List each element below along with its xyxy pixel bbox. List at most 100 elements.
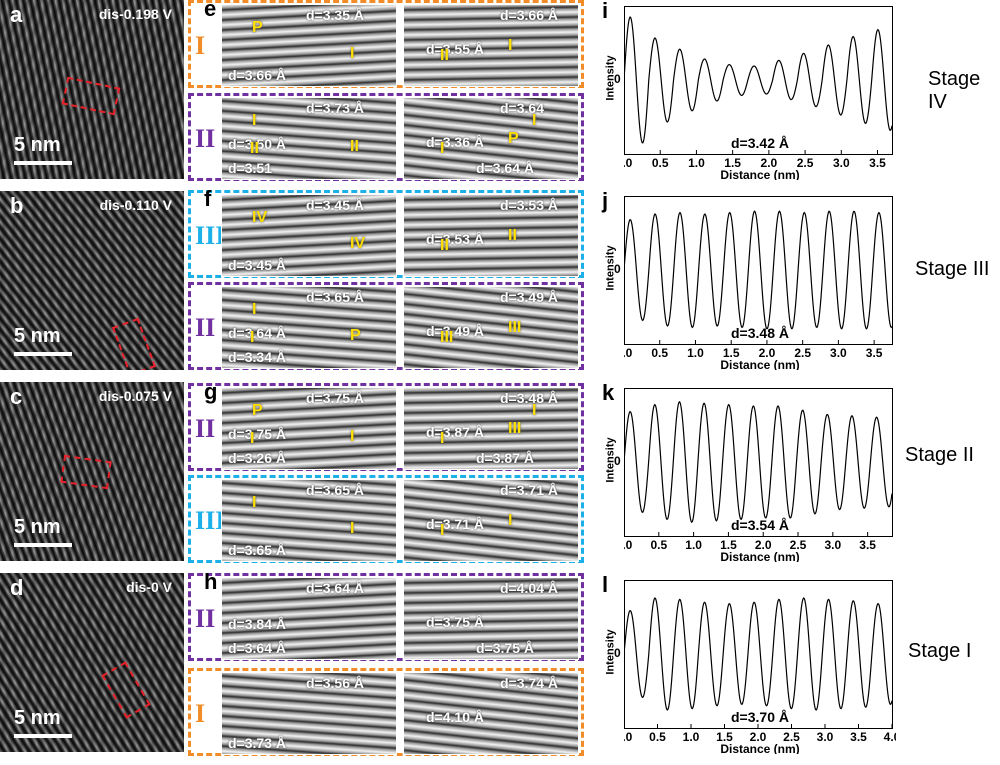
d-spacing-label: d=3.64 Å xyxy=(476,160,534,176)
x-tick-label: 1.0 xyxy=(683,730,700,744)
scale-bar xyxy=(14,352,72,356)
phase-label: III xyxy=(508,420,522,437)
d-spacing-label: d=3.71 Å xyxy=(500,482,558,498)
phase-label: I xyxy=(440,430,445,447)
d-spacing-label: d=3.73 Å xyxy=(306,100,364,116)
stage-name: Stage II xyxy=(905,444,974,466)
scale-bar-label: 5 nm xyxy=(14,516,61,538)
d-spacing-label: d=3.75 Å xyxy=(426,614,484,630)
x-tick-label: 3.0 xyxy=(833,156,850,170)
phase-label: I xyxy=(508,37,513,54)
x-tick-label: 1.0 xyxy=(687,346,704,360)
x-tick-label: 3.0 xyxy=(817,730,834,744)
scale-bar-label: 5 nm xyxy=(14,325,61,347)
d-spacing-label: d=3.84 Å xyxy=(228,616,286,632)
d-spacing-label: d=4.10 Å xyxy=(426,709,484,725)
d-spacing-label: d=3.65 Å xyxy=(306,289,364,305)
d-spacing-label: d=3.75 Å xyxy=(306,390,364,406)
phase-label: I xyxy=(532,112,537,129)
d-spacing-label: d=3.50 Å xyxy=(228,136,286,152)
plot-frame xyxy=(624,580,893,729)
d-spacing-label: d=3.49 Å xyxy=(426,323,484,339)
d-spacing-label: d=3.48 Å xyxy=(731,325,789,341)
x-tick-label: 3.0 xyxy=(824,538,841,552)
d-spacing-label: d=3.26 Å xyxy=(228,450,286,466)
x-tick-label: 1.0 xyxy=(685,538,702,552)
phase-label: IV xyxy=(350,235,366,252)
roi-box xyxy=(111,317,157,370)
x-tick-label: 0.5 xyxy=(650,538,667,552)
x-tick-label: 2.5 xyxy=(797,156,814,170)
d-spacing-label: d=3.65 Å xyxy=(228,542,286,558)
y-tick-label: 0 xyxy=(614,72,621,86)
x-tick-label: 3.5 xyxy=(869,156,886,170)
phase-label: II xyxy=(250,140,259,157)
d-spacing-label: d=3.75 Å xyxy=(228,426,286,442)
d-spacing-label: d=4.04 Å xyxy=(500,580,558,596)
panel-label: f xyxy=(204,186,212,211)
d-spacing-label: d=3.87 Å xyxy=(426,424,484,440)
x-tick-label: 3.5 xyxy=(859,538,876,552)
d-spacing-label: d=3.64 Å xyxy=(228,640,286,656)
phase-label: I xyxy=(252,112,257,129)
d-spacing-label: d=3.49 Å xyxy=(500,289,558,305)
y-tick-label: 0 xyxy=(614,646,621,660)
d-spacing-label: d=3.66 Å xyxy=(228,67,286,83)
phase-label: III xyxy=(440,329,454,346)
scale-bar-label: 5 nm xyxy=(14,707,61,729)
phase-label: II xyxy=(508,227,517,244)
phase-label: III xyxy=(508,319,522,336)
plot-frame xyxy=(624,388,893,537)
profile-svg: 0.0 0.5 1.0 1.5 2.0 2.5 3.0 3.5 Distance (nm) d=3… xyxy=(624,196,893,370)
intensity-profile-l: 0.0 0.5 1.0 1.5 2.0 2.5 3.0 3.5 4.0 Distance (nm)… xyxy=(602,572,896,754)
d-spacing-label: d=3.45 Å xyxy=(228,257,286,273)
profile-line xyxy=(624,210,893,330)
panel-label: h xyxy=(204,569,218,594)
roi-box xyxy=(60,454,112,490)
fringe-image: d=3.66 Å d=3.35 Å P I xyxy=(221,4,397,87)
roi-box xyxy=(101,661,151,719)
x-axis-label: Distance (nm) xyxy=(720,358,799,370)
stage-roman-label: II xyxy=(195,313,216,342)
phase-label: I xyxy=(250,329,255,346)
phase-label: P xyxy=(350,327,361,344)
panel-label: c xyxy=(10,384,23,409)
x-tick-label: 3.5 xyxy=(850,730,867,744)
d-spacing-label: d=3.34 Å xyxy=(228,349,286,365)
d-spacing-label: d=3.55 Å xyxy=(426,41,484,57)
d-spacing-label: d=3.75 Å xyxy=(476,640,534,656)
panel-label: e xyxy=(204,0,217,21)
d-spacing-label: d=3.64 Å xyxy=(306,580,364,596)
phase-label: II xyxy=(440,47,449,64)
scale-bar xyxy=(14,543,72,547)
fringe-image: d=3.65 Å d=3.65 Å I I xyxy=(221,479,397,562)
plot-frame xyxy=(624,6,893,155)
scale-bar xyxy=(14,161,72,165)
panel-label: k xyxy=(602,380,615,405)
d-spacing-label: d=3.35 Å xyxy=(306,7,364,23)
d-spacing-label: d=3.70 Å xyxy=(731,709,789,725)
hrtem-image-a: a dis-0.198 V 5 nm xyxy=(0,0,184,179)
stage-roman-label: III xyxy=(195,506,226,535)
x-tick-label: 2.0 xyxy=(755,538,772,552)
x-tick-label: 0.5 xyxy=(649,730,666,744)
phase-label: IV xyxy=(252,209,268,226)
discharge-condition: dis-0 V xyxy=(126,579,172,595)
x-tick-label: 0.0 xyxy=(624,730,633,744)
y-tick-label: 0 xyxy=(614,454,621,468)
x-tick-label: 0.5 xyxy=(652,156,669,170)
d-spacing-label: d=3.53 Å xyxy=(426,231,484,247)
d-spacing-label: d=3.36 Å xyxy=(426,134,484,150)
panel-label: b xyxy=(10,193,24,218)
phase-label: I xyxy=(440,140,445,157)
profile-line xyxy=(624,597,893,711)
